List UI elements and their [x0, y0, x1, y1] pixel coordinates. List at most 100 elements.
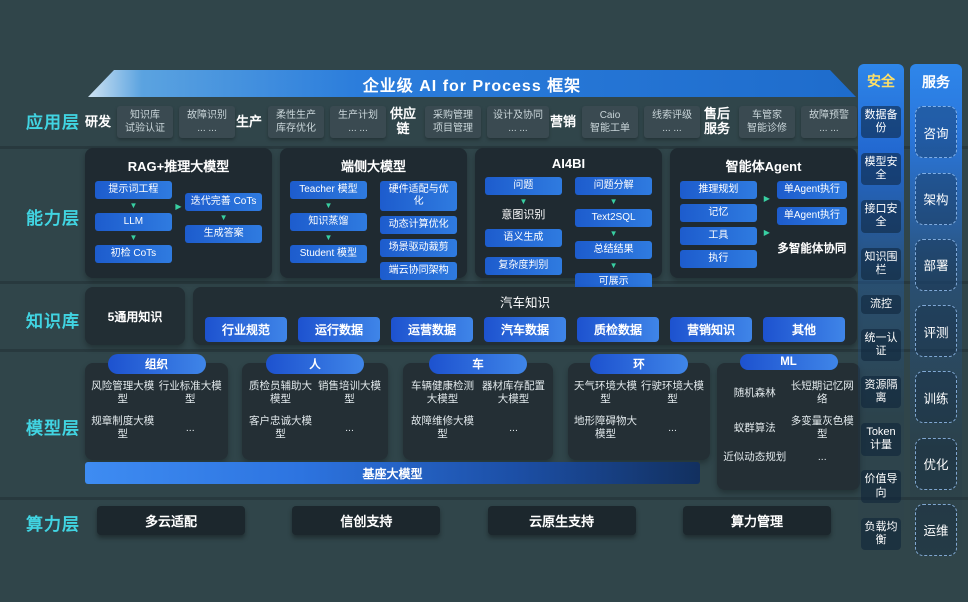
flow-node: 复杂度判别: [485, 257, 562, 276]
security-column: 安全 数据备份 模型安全 接口安全 知识围栏 流控 统一认证 资源隔离 Toke…: [858, 64, 904, 552]
flow-node: 单Agent执行: [776, 207, 847, 225]
model-item: 近似动态规划: [723, 450, 787, 463]
security-header: 安全: [867, 73, 895, 89]
model-group-organization: 组织 风险管理大模型 行业标准大模型 规章制度大模型 ...: [85, 354, 228, 460]
flow-node: Teacher 模型: [290, 181, 367, 199]
security-item: 价值导向: [861, 470, 901, 503]
app-item-line: 试验认证: [125, 123, 166, 134]
arrow-right-icon: ▶: [175, 202, 182, 211]
layer-label-model: 模型层: [26, 419, 80, 438]
auto-knowledge-title: 汽车知识: [499, 296, 550, 310]
auto-knowledge-box: 汽车知识 行业规范 运行数据 运营数据 汽车数据 质检数据 营销知识 其他: [193, 287, 857, 345]
service-header: 服务: [922, 74, 950, 90]
security-item: Token计量: [861, 423, 901, 456]
base-model-bar: 基座大模型: [85, 462, 700, 484]
list-node: 端云协同架构: [380, 262, 457, 280]
model-item: 器材库存配置大模型: [482, 380, 545, 406]
knowledge-pill-row: 行业规范 运行数据 运营数据 汽车数据 质检数据 营销知识 其他: [193, 311, 857, 342]
app-item-line: 设计及协同: [493, 110, 543, 121]
app-item-line: 项目管理: [433, 123, 473, 134]
security-item: 负载均衡: [861, 517, 901, 550]
agent-flow: 推理规划 记忆 工具 执行 ▶ ▶ 单Agent执行 单Agent执行 多智能体…: [678, 181, 849, 268]
layer-divider: [0, 281, 968, 284]
app-item-line: 知识库: [130, 110, 161, 121]
security-item: 流控: [861, 294, 901, 314]
app-group-label: 售后服务: [703, 106, 730, 136]
app-item: 柔性生产 库存优化: [268, 106, 325, 138]
model-item: 随机森林: [733, 386, 776, 399]
app-item: 车管家 智能诊修: [738, 106, 795, 138]
capability-box-title: RAG+推理大模型: [127, 159, 230, 174]
model-group-vehicle: 车 车辆健康检测大模型 器材库存配置大模型 故障维修大模型 ...: [403, 354, 553, 460]
model-item: 行业标准大模型: [158, 380, 222, 406]
app-item-line: 生产计划: [338, 110, 379, 121]
flow-node: 知识蒸馏: [290, 213, 367, 231]
flow-node: LLM: [95, 213, 172, 231]
model-item: 车辆健康检测大模型: [411, 380, 474, 406]
arrow-down-icon: ▼: [609, 261, 618, 270]
agent-right-flow: 单Agent执行 单Agent执行 多智能体协同: [776, 181, 847, 268]
flow-node: 可展示: [575, 273, 652, 291]
model-item: ...: [668, 421, 677, 434]
rag-right-flow: 迭代完善 CoTs ▼ 生成答案: [185, 193, 262, 263]
arrow-down-icon: ▼: [129, 233, 138, 242]
knowledge-pill: 汽车数据: [484, 317, 566, 342]
flow-node: 提示词工程: [95, 181, 172, 199]
capability-box-title: 智能体Agent: [725, 159, 802, 174]
list-node: 场景驱动裁剪: [380, 239, 457, 257]
layer-label-compute: 算力层: [26, 515, 80, 534]
arrow-right-icon: ▶: [763, 228, 770, 237]
edge-flow: Teacher 模型 ▼ 知识蒸馏 ▼ Student 模型 硬件适配与优化 动…: [288, 181, 459, 280]
app-group-label: 生产: [236, 113, 263, 129]
layer-divider: [0, 497, 968, 500]
rag-left-flow: 提示词工程 ▼ LLM ▼ 初检 CoTs: [95, 181, 172, 263]
flow-node: 单Agent执行: [776, 181, 847, 199]
app-item-line: 线索评级: [652, 110, 692, 121]
flow-node: Student 模型: [290, 245, 367, 263]
model-group-pill: 组织: [107, 354, 206, 374]
app-item: 故障预警 ... ...: [800, 106, 857, 138]
arrow-down-icon: ▼: [219, 213, 228, 222]
layer-label-knowledge: 知识库: [26, 312, 80, 331]
model-item: 风险管理大模型: [91, 380, 155, 406]
arrow-down-icon: ▼: [519, 197, 528, 206]
app-item-line: 故障预警: [808, 110, 849, 121]
app-group-production: 生产 柔性生产 库存优化 生产计划 ... ...: [236, 106, 387, 138]
edge-right-list: 硬件适配与优化 动态计算优化 场景驱动裁剪 端云协同架构: [380, 181, 457, 280]
arrow-down-icon: ▼: [129, 201, 138, 210]
app-item-line: ... ...: [662, 123, 682, 134]
ai4bi-box: AI4BI 问题 ▼ 意图识别 语义生成 复杂度判别 问题分解 ▼ Text2S…: [475, 148, 662, 291]
compute-item: 云原生支持: [487, 506, 636, 535]
model-item: ...: [185, 421, 195, 434]
app-item-line: 故障识别: [187, 110, 228, 121]
model-group-pill: 环: [590, 354, 688, 374]
app-item-line: 车管家: [751, 110, 782, 121]
security-item: 知识围栏: [861, 247, 901, 280]
service-item: 评测: [915, 305, 957, 358]
flow-node: 问题: [485, 177, 562, 195]
knowledge-pill: 运营数据: [391, 317, 473, 342]
model-group-grid: 随机森林 长短期记忆网络 蚁群算法 多变量灰色模型 近似动态规划 ...: [717, 363, 860, 469]
flow-text: 意图识别: [501, 209, 546, 221]
app-item: 线索评级 ... ...: [644, 106, 700, 138]
flow-node: 语义生成: [485, 229, 562, 248]
model-item: 故障维修大模型: [411, 415, 474, 441]
edge-left-flow: Teacher 模型 ▼ 知识蒸馏 ▼ Student 模型: [290, 181, 367, 280]
rag-flow: 提示词工程 ▼ LLM ▼ 初检 CoTs ▶ 迭代完善 CoTs ▼ 生成答案: [93, 181, 264, 263]
app-item-line: 柔性生产: [276, 110, 317, 121]
service-item: 优化: [915, 437, 957, 490]
compute-item: 信创支持: [292, 506, 441, 535]
application-layer-row: 研发 知识库 试验认证 故障识别 ... ... 生产 柔性生产 库存优化 生产…: [85, 100, 857, 144]
app-group-label: 营销: [549, 113, 576, 129]
app-item: 知识库 试验认证: [117, 106, 174, 138]
arrow-down-icon: ▼: [324, 233, 333, 242]
arrow-down-icon: ▼: [324, 201, 333, 210]
layer-divider: [0, 349, 968, 352]
security-item: 统一认证: [861, 328, 901, 362]
app-item-line: ... ...: [508, 123, 528, 134]
list-node: 执行: [680, 250, 757, 268]
knowledge-pill: 其他: [763, 317, 845, 342]
compute-item: 多云适配: [97, 506, 245, 535]
service-item: 咨询: [915, 106, 957, 159]
app-group-rd: 研发 知识库 试验认证 故障识别 ... ...: [85, 106, 236, 138]
